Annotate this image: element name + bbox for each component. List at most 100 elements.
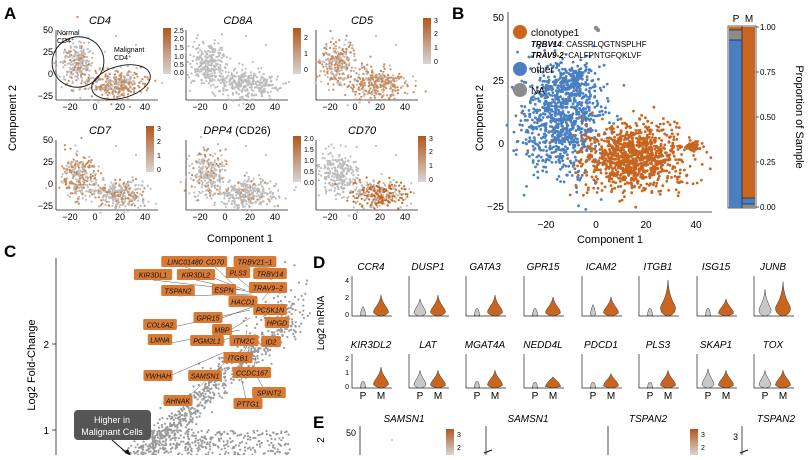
panel-e: E 2 SAMSN1 SAMSN1 TSPAN2 TSPAN2 50 3 2 3…: [313, 413, 796, 455]
color-scale-bar: [163, 28, 171, 74]
svg-text:0: 0: [498, 139, 504, 150]
svg-text:2: 2: [157, 139, 161, 146]
bar-p-na: [729, 30, 742, 40]
svg-text:−20: −20: [322, 212, 337, 222]
svg-text:2: 2: [434, 31, 438, 38]
x-ticks: −20 0 20 40: [538, 220, 702, 231]
y-ticks: 50 25 0 −25: [487, 13, 504, 213]
svg-text:40: 40: [690, 220, 702, 231]
svg-text:0: 0: [429, 177, 433, 184]
svg-text:20: 20: [375, 102, 385, 112]
svg-text:20: 20: [245, 102, 255, 112]
svg-text:2: 2: [304, 35, 308, 42]
color-scale-bar: [690, 429, 698, 455]
gene-label: HPGD: [265, 317, 289, 328]
svg-text:2: 2: [429, 149, 433, 156]
svg-text:2.0: 2.0: [174, 36, 184, 43]
annotation-normal-cd4: CD4⁺: [57, 37, 75, 45]
svg-text:−20: −20: [62, 212, 77, 222]
violin-plot: DUSP1: [409, 262, 449, 316]
panel-b: B Component 2 50 25 0 −25 −20 0 20 40 Co…: [452, 4, 805, 246]
gene-label: CD70: [203, 256, 227, 267]
panel-b-xlabel: Component 1: [577, 234, 643, 246]
x-ticks: −20 0 20 40: [62, 102, 150, 112]
violin-plot: JUNB: [754, 262, 794, 316]
gene-label: TRAV9−2: [249, 282, 287, 293]
gene-label: SAMSN1: [188, 370, 222, 381]
title-tspan2-a: TSPAN2: [629, 414, 668, 425]
svg-text:2.0: 2.0: [304, 136, 314, 143]
svg-text:1.5: 1.5: [174, 45, 184, 52]
color-scale-labels: 2.0 1.5 1.0 0.5 0.0: [304, 136, 314, 187]
panel-a-ylabel: Component 2: [7, 85, 19, 151]
svg-text:−20: −20: [192, 102, 207, 112]
gene-label: COL6A2: [143, 319, 177, 330]
svg-text:1.0: 1.0: [174, 54, 184, 61]
svg-text:0: 0: [92, 102, 97, 112]
title-samsn1-b: SAMSN1: [507, 414, 548, 425]
proportion-ylabel: Proportion of Sample: [793, 65, 805, 168]
svg-text:1.0: 1.0: [304, 158, 314, 165]
umap-points: [315, 131, 415, 217]
svg-text:−20: −20: [192, 212, 207, 222]
svg-text:0: 0: [48, 69, 53, 79]
panel-a: A Component 2 Component 1 CD4 Normal CD4…: [4, 4, 438, 245]
gene-title: CD8A: [223, 15, 252, 27]
svg-text:0: 0: [352, 102, 357, 112]
gene-label: TRBV21−1: [234, 256, 277, 267]
x-ticks: −20 0 20 40: [192, 212, 280, 222]
gene-label: KIR3DL2: [177, 269, 215, 280]
umap-points: [315, 30, 427, 106]
color-scale-labels: 3 2 1 0: [429, 136, 433, 184]
umap-points: [45, 137, 157, 214]
svg-text:25: 25: [493, 76, 505, 87]
panel-c-ylabel: Log2 Fold-Change: [26, 319, 38, 410]
bar-m-clonotype1: [742, 27, 755, 198]
svg-text:40: 40: [140, 212, 150, 222]
svg-text:3: 3: [157, 126, 161, 133]
gene-label: YWHAH: [144, 370, 173, 381]
gene-label: TRBV14: [253, 268, 287, 279]
gene-title: CD4: [89, 15, 111, 27]
legend-dot-clonotype1: [513, 25, 527, 39]
umap-plot-cd7: CD7 50 25 0 −25 −20 0 20 40 3 2 1 0: [38, 125, 161, 222]
gene-label: KIR3DL1: [134, 269, 172, 280]
umap-plot-dpp4: DPP4 (CD26) −20 0 20 40 2.0 1.5 1.0 0.5 …: [180, 125, 314, 222]
legend-label-na: NA: [531, 86, 545, 97]
svg-text:0.5: 0.5: [174, 62, 184, 69]
trav-sequence: TRAV9-2: CALFPNTGFQKLVF: [531, 51, 642, 60]
umap-plot-cd4: CD4 Normal CD4⁺ Malignant CD4⁺ 50 25 0 −…: [38, 15, 184, 112]
panel-letter-c: C: [4, 242, 16, 261]
svg-text:25: 25: [43, 157, 53, 167]
umap-plot-cd8a: CD8A −20 0 20 40 2 1 0: [185, 15, 308, 112]
annotation-normal: Normal: [57, 30, 80, 37]
svg-text:50: 50: [43, 135, 53, 145]
legend-dot-na: [513, 83, 527, 97]
svg-text:40: 40: [400, 212, 410, 222]
x-ticks: −20 0 20 40: [322, 102, 410, 112]
gene-title: CD5: [351, 15, 374, 27]
color-scale-labels: 3 2 1 0: [434, 18, 438, 66]
svg-text:1.5: 1.5: [304, 147, 314, 154]
panel-letter-b: B: [452, 4, 464, 23]
svg-text:−25: −25: [38, 91, 53, 101]
gene-label: PGM2L1: [190, 335, 224, 346]
svg-text:1: 1: [304, 51, 308, 58]
umap-plot-cd5: CD5 −20 0 20 40 3 2 1 0: [315, 15, 439, 112]
gene-label: LINC01480: [161, 256, 208, 267]
color-scale-bar: [423, 18, 431, 64]
annotation-malignant: Malignant: [114, 47, 144, 54]
panel-letter-d: D: [313, 253, 325, 272]
violin-plot: GATA3: [466, 262, 506, 316]
color-scale-bar: [293, 28, 301, 74]
bar-label-p: P: [733, 14, 740, 25]
svg-text:0: 0: [593, 220, 599, 231]
panel-letter-a: A: [4, 4, 16, 23]
svg-text:1: 1: [157, 153, 161, 160]
